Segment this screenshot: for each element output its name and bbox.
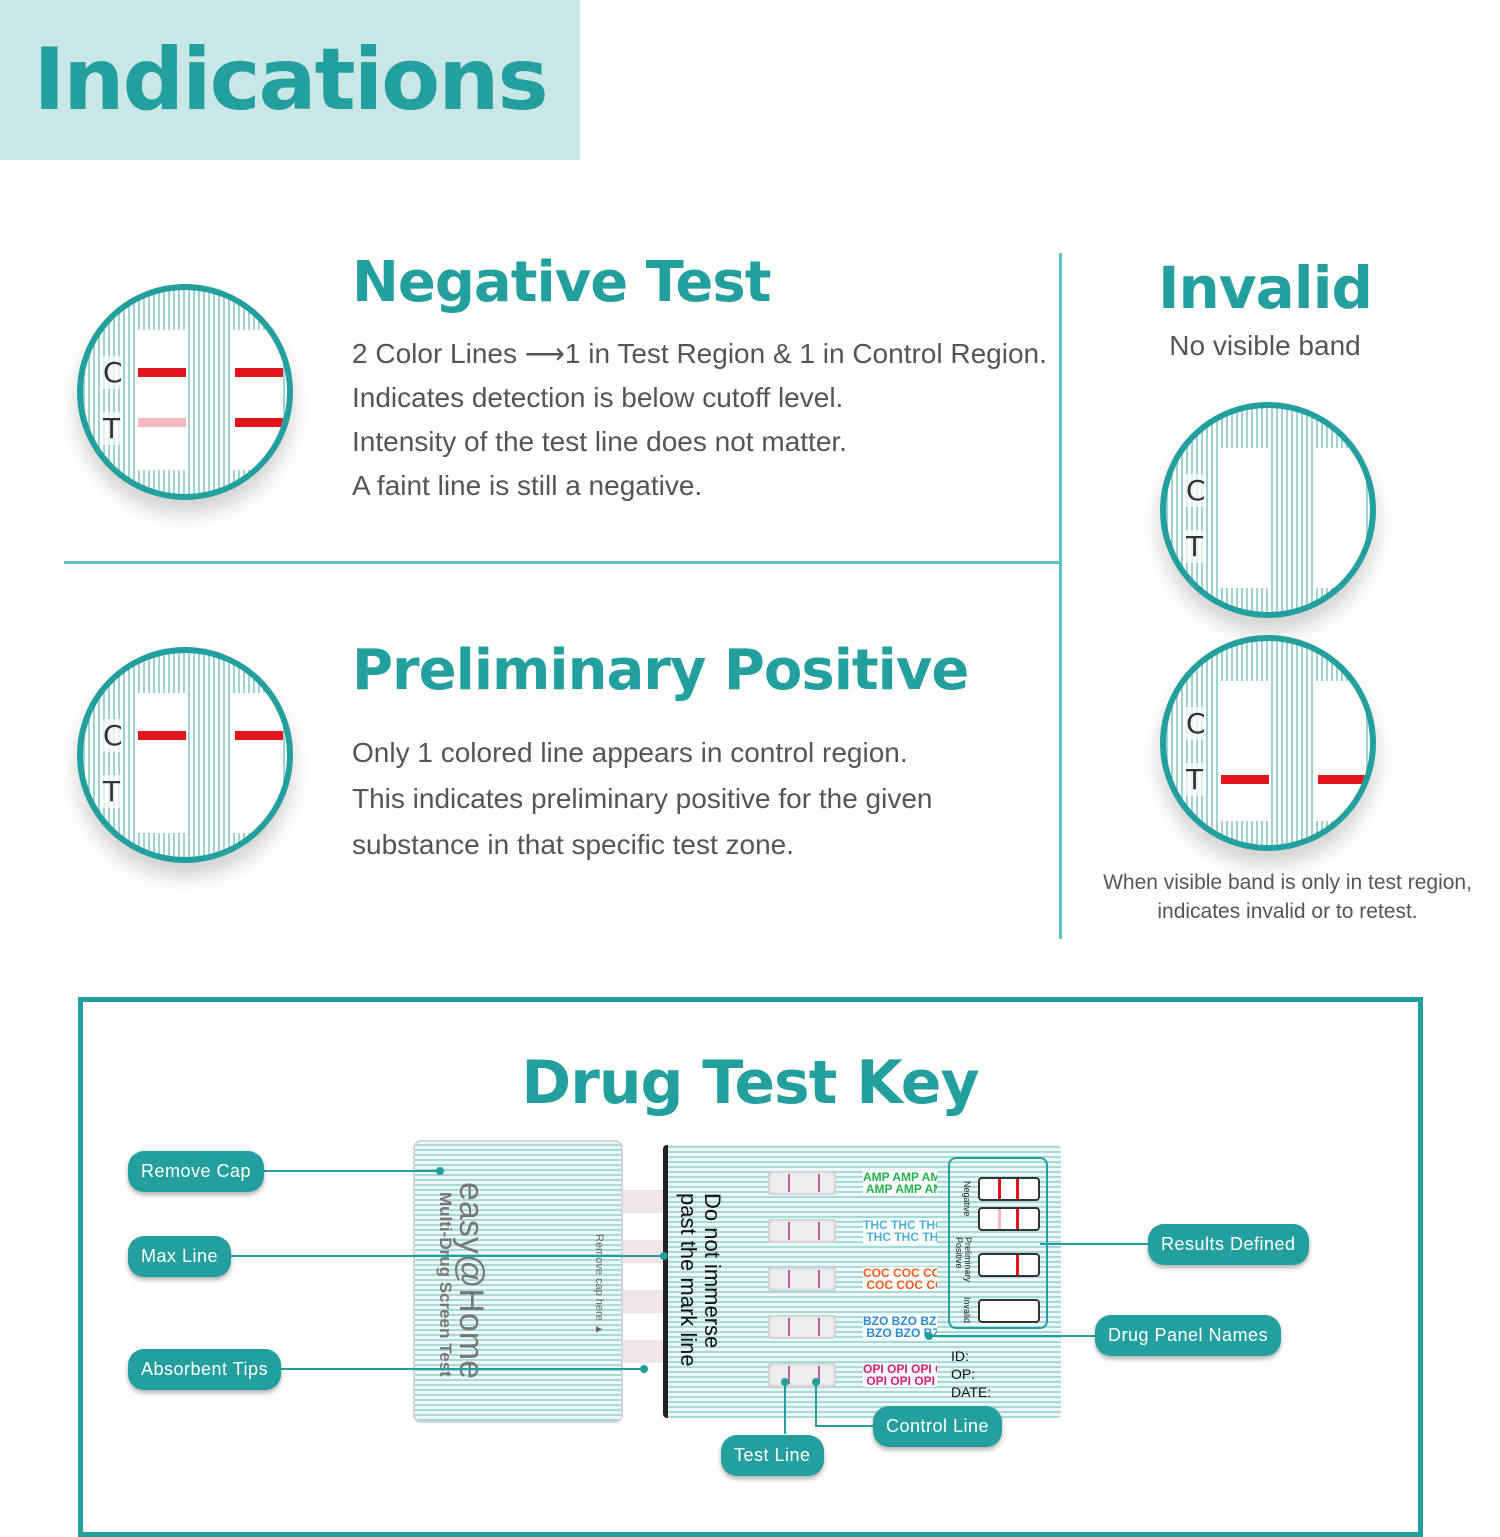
absorbent-tips-callout: Absorbent Tips: [128, 1349, 282, 1390]
id-fields: ID: OP: DATE:: [951, 1348, 992, 1400]
legend-positive: Preliminary Positive: [954, 1237, 973, 1283]
divider-vertical: [1059, 253, 1062, 939]
test-label: T: [103, 412, 121, 445]
remove-cap-callout: Remove Cap: [128, 1151, 265, 1192]
invalid-strip-circle-test-only: C T: [1160, 635, 1376, 851]
control-line-callout: Control Line: [873, 1406, 1003, 1447]
control-label: C: [1186, 474, 1206, 507]
control-label: C: [103, 356, 123, 389]
drug-panel-label: COC COC COC COC COC COC COC COC: [863, 1267, 937, 1291]
test-label: T: [103, 775, 121, 808]
device-cap: easy@Home Multi-Drug Screen Test Remove …: [413, 1140, 623, 1423]
device-body: Do not immerse past the mark line AMP AM…: [663, 1145, 1061, 1418]
control-label: C: [103, 719, 123, 752]
brand-logo: easy@Home: [452, 1182, 490, 1380]
product-name: Multi-Drug Screen Test: [436, 1192, 455, 1377]
drug-panel-label: THC THC THC THC THC THC THC THC: [863, 1219, 937, 1243]
drug-panel-label: AMP AMP AMP AMP AMP AMP AMP AMP: [863, 1171, 937, 1195]
page-title: Indications: [33, 30, 548, 130]
negative-description: 2 Color Lines ⟶1 in Test Region & 1 in C…: [352, 338, 1047, 501]
test-line-callout: Test Line: [721, 1435, 824, 1476]
divider: [64, 561, 1060, 564]
drug-panel-label: OPI OPI OPI OPI OPI OPI OPI OPI: [863, 1363, 937, 1387]
control-label: C: [1186, 707, 1206, 740]
legend-invalid: Invalid: [962, 1297, 972, 1324]
test-window: [768, 1171, 836, 1195]
test-window: [768, 1219, 836, 1243]
negative-title: Negative Test: [352, 250, 772, 315]
test-window: [768, 1315, 836, 1339]
positive-strip-circle: C T: [77, 647, 293, 863]
test-label: T: [1186, 530, 1204, 563]
test-window: [768, 1267, 836, 1291]
results-defined-callout: Results Defined: [1148, 1224, 1309, 1265]
cap-note: Remove cap here ▲: [593, 1234, 605, 1335]
invalid-strip-circle-empty: C T: [1160, 402, 1376, 618]
invalid-caption: When visible band is only in test region…: [1103, 871, 1472, 923]
results-legend: Negative Preliminary Positive Invalid: [948, 1157, 1048, 1329]
positive-description: Only 1 colored line appears in control r…: [352, 737, 933, 860]
invalid-title: Invalid: [1157, 254, 1373, 322]
max-line-callout: Max Line: [128, 1236, 232, 1277]
test-window: [768, 1363, 836, 1387]
negative-strip-circle: C T: [77, 284, 293, 500]
drug-panel-names-callout: Drug Panel Names: [1095, 1315, 1282, 1356]
warning-text: Do not immerse past the mark line: [676, 1193, 725, 1367]
legend-negative: Negative: [962, 1181, 972, 1217]
test-label: T: [1186, 763, 1204, 796]
key-title: Drug Test Key: [521, 1048, 979, 1118]
absorbent-tips: [623, 1170, 663, 1390]
title-banner: Indications: [0, 0, 580, 160]
invalid-subtitle: No visible band: [1169, 330, 1361, 361]
positive-title: Preliminary Positive: [352, 638, 969, 703]
